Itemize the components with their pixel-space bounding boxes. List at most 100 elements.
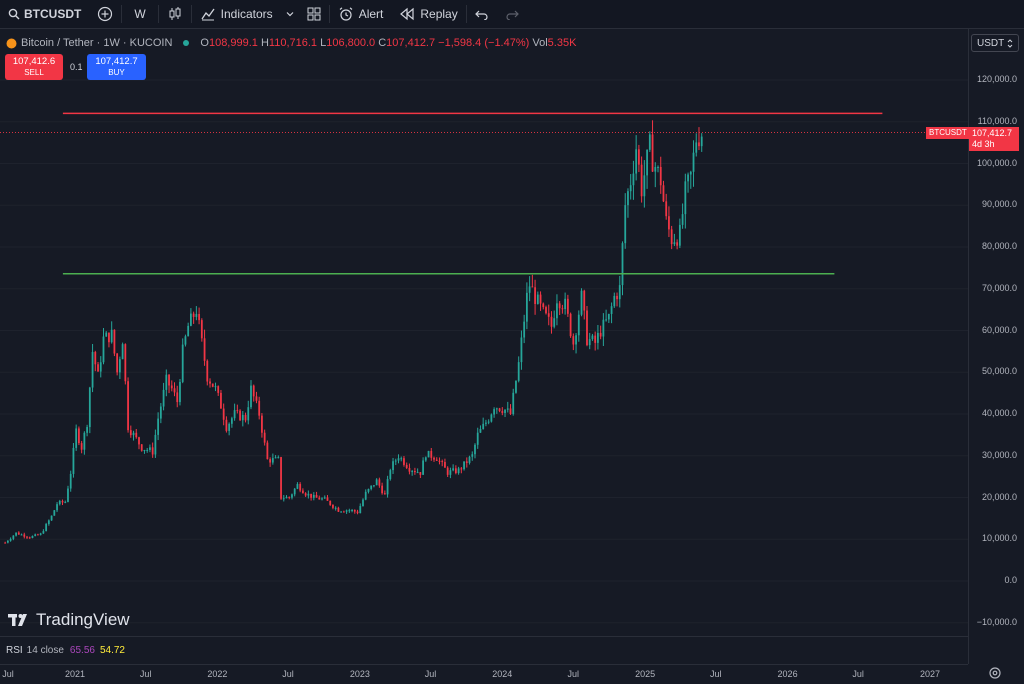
candle-up bbox=[654, 167, 657, 172]
buy-price: 107,412.7 bbox=[95, 56, 138, 67]
candle-up bbox=[277, 457, 280, 459]
candle-down bbox=[138, 437, 140, 445]
candle-up bbox=[463, 461, 465, 470]
candle-down bbox=[405, 464, 408, 468]
candle-up bbox=[12, 535, 15, 539]
candle-up bbox=[146, 449, 149, 451]
candle-up bbox=[479, 429, 482, 433]
candle-down bbox=[550, 316, 553, 327]
price-axis[interactable]: 120,000.0 110,000.0 100,000.0 90,000.0 80,00… bbox=[968, 28, 1024, 664]
candle-down bbox=[304, 493, 307, 496]
candle-up bbox=[271, 458, 274, 463]
candle-up bbox=[345, 510, 348, 512]
candle-up bbox=[613, 295, 616, 307]
candle-up bbox=[476, 432, 479, 445]
settings-gear-icon[interactable] bbox=[988, 666, 1002, 680]
candle-down bbox=[127, 381, 129, 431]
candle-up bbox=[105, 332, 108, 337]
candle-down bbox=[206, 360, 209, 382]
symbol-search-button[interactable]: BTCUSDT bbox=[0, 0, 89, 28]
undo-button[interactable] bbox=[467, 0, 497, 28]
candle-up bbox=[700, 136, 703, 147]
candle-down bbox=[435, 459, 438, 461]
buy-button[interactable]: 107,412.7 BUY bbox=[87, 54, 146, 80]
candle-down bbox=[326, 497, 329, 501]
candle-up bbox=[47, 520, 50, 524]
chart-type-button[interactable] bbox=[159, 0, 191, 28]
candle-up bbox=[110, 329, 113, 343]
candle-up bbox=[643, 175, 646, 197]
candle-up bbox=[635, 149, 638, 174]
candle-down bbox=[583, 290, 586, 311]
candle-down bbox=[108, 332, 110, 343]
rsi-pane[interactable]: RSI 14 close 65.56 54.72 bbox=[0, 636, 968, 664]
candle-down bbox=[26, 536, 28, 538]
interval-button[interactable]: W bbox=[122, 0, 157, 28]
replay-button[interactable]: Replay bbox=[391, 0, 465, 28]
indicators-dropdown[interactable] bbox=[281, 0, 299, 28]
price-axis-label: 100,000.0 bbox=[976, 157, 1017, 168]
open-key: O bbox=[200, 37, 209, 49]
candle-up bbox=[471, 454, 474, 457]
time-axis-label: 2021 bbox=[64, 669, 86, 679]
compare-symbol-button[interactable] bbox=[89, 0, 121, 28]
candle-down bbox=[80, 443, 83, 450]
candle-down bbox=[61, 500, 64, 503]
candle-up bbox=[624, 205, 627, 244]
price-axis-label: 50,000.0 bbox=[981, 366, 1017, 377]
candle-up bbox=[564, 298, 567, 310]
candle-down bbox=[200, 320, 203, 339]
layouts-button[interactable] bbox=[299, 0, 329, 28]
candle-down bbox=[454, 468, 457, 474]
candle-up bbox=[282, 498, 285, 500]
redo-icon bbox=[506, 10, 519, 20]
currency-selector[interactable]: USDT bbox=[971, 34, 1019, 52]
candle-down bbox=[176, 392, 179, 403]
time-axis-label: 2024 bbox=[492, 669, 513, 679]
candle-up bbox=[179, 381, 181, 403]
price-axis-label: 120,000.0 bbox=[976, 74, 1017, 84]
candle-up bbox=[121, 344, 124, 360]
candle-down bbox=[129, 430, 132, 436]
price-chart[interactable] bbox=[0, 28, 968, 635]
low-key: L bbox=[320, 37, 327, 49]
time-axis[interactable]: Jul 2021 Jul 2022 Jul 2023 Jul 2024 Jul 2025 Jul 20… bbox=[0, 664, 968, 684]
candle-up bbox=[351, 509, 353, 511]
price-axis-label: 20,000.0 bbox=[981, 491, 1017, 502]
candle-down bbox=[444, 462, 446, 468]
candle-up bbox=[34, 534, 37, 536]
toolbar-divider bbox=[157, 5, 159, 23]
indicators-button[interactable]: Indicators bbox=[192, 0, 281, 28]
candle-up bbox=[602, 319, 605, 337]
indicators-label: Indicators bbox=[220, 7, 273, 21]
sell-button[interactable]: 107,412.6 SELL bbox=[5, 54, 63, 80]
candle-down bbox=[310, 493, 312, 498]
alarm-clock-icon bbox=[339, 7, 353, 21]
time-axis-label: Jul bbox=[2, 669, 14, 679]
alert-button[interactable]: Alert bbox=[330, 0, 392, 28]
candle-down bbox=[670, 229, 673, 245]
redo-button[interactable] bbox=[497, 0, 527, 28]
last-price-value: 107,412.7 bbox=[972, 128, 1013, 138]
price-axis-label: 0.0 bbox=[1004, 575, 1017, 585]
candle-up bbox=[86, 427, 88, 433]
candle-up bbox=[485, 422, 487, 424]
candle-up bbox=[214, 386, 217, 388]
candle-down bbox=[408, 467, 411, 472]
candle-down bbox=[211, 383, 214, 387]
time-axis-label: 2026 bbox=[777, 669, 798, 679]
candle-up bbox=[474, 444, 476, 455]
candle-down bbox=[280, 457, 282, 499]
candle-up bbox=[605, 319, 608, 321]
candle-up bbox=[678, 224, 681, 246]
candle-down bbox=[266, 442, 269, 460]
undo-icon bbox=[474, 10, 488, 20]
time-axis-label: Jul bbox=[139, 669, 152, 679]
bitcoin-logo-icon bbox=[6, 38, 17, 48]
candle-down bbox=[531, 286, 534, 288]
candle-up bbox=[416, 472, 419, 474]
candle-up bbox=[468, 456, 471, 463]
candle-down bbox=[198, 313, 200, 321]
candle-down bbox=[561, 308, 564, 310]
candle-up bbox=[348, 510, 351, 512]
